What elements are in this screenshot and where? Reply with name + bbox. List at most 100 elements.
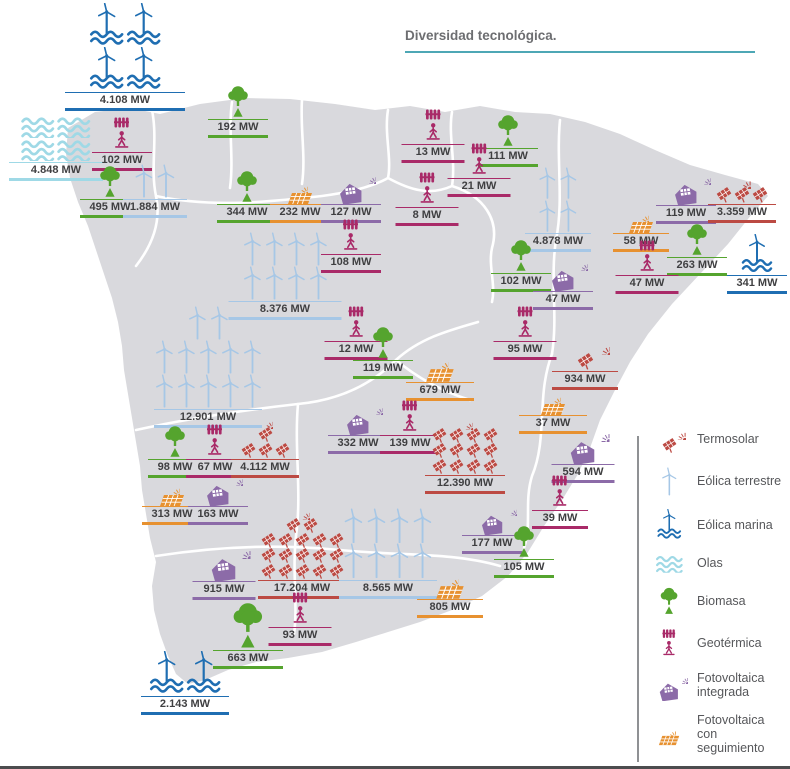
marker-value-label: 139 MW	[380, 435, 440, 454]
geothermal-icon	[339, 219, 363, 253]
marker-fotovoltaica-integrada: 127 MW	[321, 204, 381, 223]
marker-fotovoltaica-seguimiento: 313 MW	[142, 506, 202, 525]
wind-turbine-icon	[285, 266, 307, 300]
wind-turbine-icon	[307, 266, 329, 300]
marker-fotovoltaica-integrada: 332 MW	[328, 435, 388, 454]
marker-value-label: 344 MW	[217, 204, 277, 223]
pv-house-icon	[338, 182, 364, 205]
solar-thermal-panel-icon	[277, 548, 294, 563]
marker-geotermica: 95 MW	[493, 341, 557, 360]
marker-termosolar: 12.390 MW	[425, 475, 505, 494]
marker-value: 111 MW	[488, 150, 528, 162]
fotovoltaica-seguimiento-icon-group	[536, 389, 570, 414]
eolica-terrestre-icon-group	[528, 167, 588, 232]
marker-value-label: 4.108 MW	[65, 92, 185, 111]
marker-value: 163 MW	[197, 508, 239, 520]
marker-geotermica: 67 MW	[186, 459, 244, 478]
geotermica-icon-group	[395, 400, 425, 434]
wind-turbine-icon	[365, 508, 388, 544]
marker-value-label: 127 MW	[321, 204, 381, 223]
wind-turbine-icon	[241, 340, 263, 374]
marker-termosolar: 4.112 MW	[231, 459, 299, 478]
pv-tracking-panel-icon	[159, 494, 185, 507]
marker-fotovoltaica-integrada: 47 MW	[533, 291, 593, 310]
pv-house-icon	[205, 484, 231, 507]
legend-label: Fotovoltaica integrada	[697, 671, 765, 700]
legend-item-eolica-terrestre: Eólica terrestre	[650, 467, 786, 496]
fotovoltaica-integrada-icon-group	[334, 169, 368, 203]
marker-value: 805 MW	[429, 601, 471, 613]
geotermica-icon-group	[200, 424, 230, 458]
geothermal-icon	[110, 117, 134, 151]
marker-value-label: 4.878 MW	[525, 233, 591, 252]
waves-icon	[56, 138, 92, 161]
termosolar-icon-group	[425, 414, 505, 474]
geothermal-icon	[344, 306, 368, 340]
solar-thermal-panel-icon	[482, 443, 499, 458]
marker-fotovoltaica-seguimiento: 37 MW	[519, 415, 587, 434]
marker-value-label: 663 MW	[213, 650, 283, 669]
tree-icon	[495, 113, 521, 147]
marker-value-label: 8 MW	[395, 207, 459, 226]
solar-thermal-panel-icon	[482, 428, 499, 443]
biomasa-icon-group	[509, 524, 539, 558]
eolica-terrestre-icon-group	[127, 164, 183, 198]
pv-tracking-panel-icon	[628, 221, 654, 234]
marker-value-label: 163 MW	[188, 506, 248, 525]
marker-value-label: 105 MW	[494, 559, 554, 578]
marker-value-label: 93 MW	[268, 627, 332, 646]
pv-house-icon	[550, 269, 576, 292]
marker-value: 934 MW	[564, 373, 606, 385]
marker-fotovoltaica-integrada: 119 MW	[656, 205, 716, 224]
wind-turbine-icon	[411, 508, 434, 544]
termosolar-icon-group	[661, 424, 678, 453]
marker-value-label: 98 MW	[148, 459, 202, 478]
solar-thermal-panel-icon	[465, 428, 482, 443]
fotovoltaica-integrada-icon-group	[201, 471, 235, 505]
pv-house-icon	[658, 682, 680, 702]
marker-value: 37 MW	[535, 417, 571, 429]
title-underline	[405, 51, 755, 53]
biomasa-icon-group	[368, 325, 398, 359]
pv-tracking-panel-icon	[425, 368, 455, 383]
legend-label: Eólica marina	[697, 517, 773, 532]
geothermal-icon	[421, 109, 445, 143]
marker-fotovoltaica-seguimiento: 805 MW	[417, 599, 483, 618]
marker-geotermica: 139 MW	[380, 435, 440, 454]
marker-value: 139 MW	[389, 437, 431, 449]
pv-tracking-panel-icon	[658, 735, 680, 746]
marker-value: 1.884 MW	[129, 201, 181, 213]
legend-label: Olas	[697, 556, 723, 571]
pv-house-icon	[345, 413, 371, 436]
marker-value-label: 47 MW	[615, 275, 679, 294]
marker-fotovoltaica-integrada: 163 MW	[188, 506, 248, 525]
marker-value-label: 263 MW	[667, 257, 727, 276]
eolica-marina-icon-group	[656, 509, 683, 540]
solar-thermal-panel-icon	[294, 533, 311, 548]
offshore-turbine-icon	[656, 509, 683, 540]
eolica-terrestre-icon-group	[235, 232, 335, 300]
marker-value-label: 594 MW	[551, 464, 615, 483]
marker-value: 344 MW	[226, 206, 268, 218]
wind-turbine-icon	[153, 374, 175, 408]
marker-geotermica: 47 MW	[615, 275, 679, 294]
marker-value: 2.143 MW	[159, 698, 211, 710]
biomasa-icon-group	[226, 600, 270, 649]
marker-value-label: 4.848 MW	[9, 162, 103, 181]
geotermica-icon-group	[510, 306, 540, 340]
marker-value: 119 MW	[362, 362, 404, 374]
marker-biomasa: 263 MW	[667, 257, 727, 276]
marker-biomasa: 192 MW	[208, 119, 268, 138]
marker-value: 3.359 MW	[716, 206, 768, 218]
legend-divider	[637, 436, 639, 762]
solar-thermal-panel-icon	[431, 459, 448, 474]
tree-icon	[162, 424, 188, 458]
spain-outline	[66, 98, 768, 684]
marker-value: 232 MW	[279, 206, 321, 218]
wind-turbine-icon	[175, 340, 197, 374]
eolica-marina-icon-group	[79, 3, 171, 91]
eolica-terrestre-icon-group	[332, 508, 444, 579]
termosolar-icon-group	[233, 413, 297, 458]
legend-item-fotovoltaica-seguimiento: Fotovoltaica con seguimiento	[650, 713, 786, 755]
offshore-turbine-icon	[125, 3, 162, 47]
